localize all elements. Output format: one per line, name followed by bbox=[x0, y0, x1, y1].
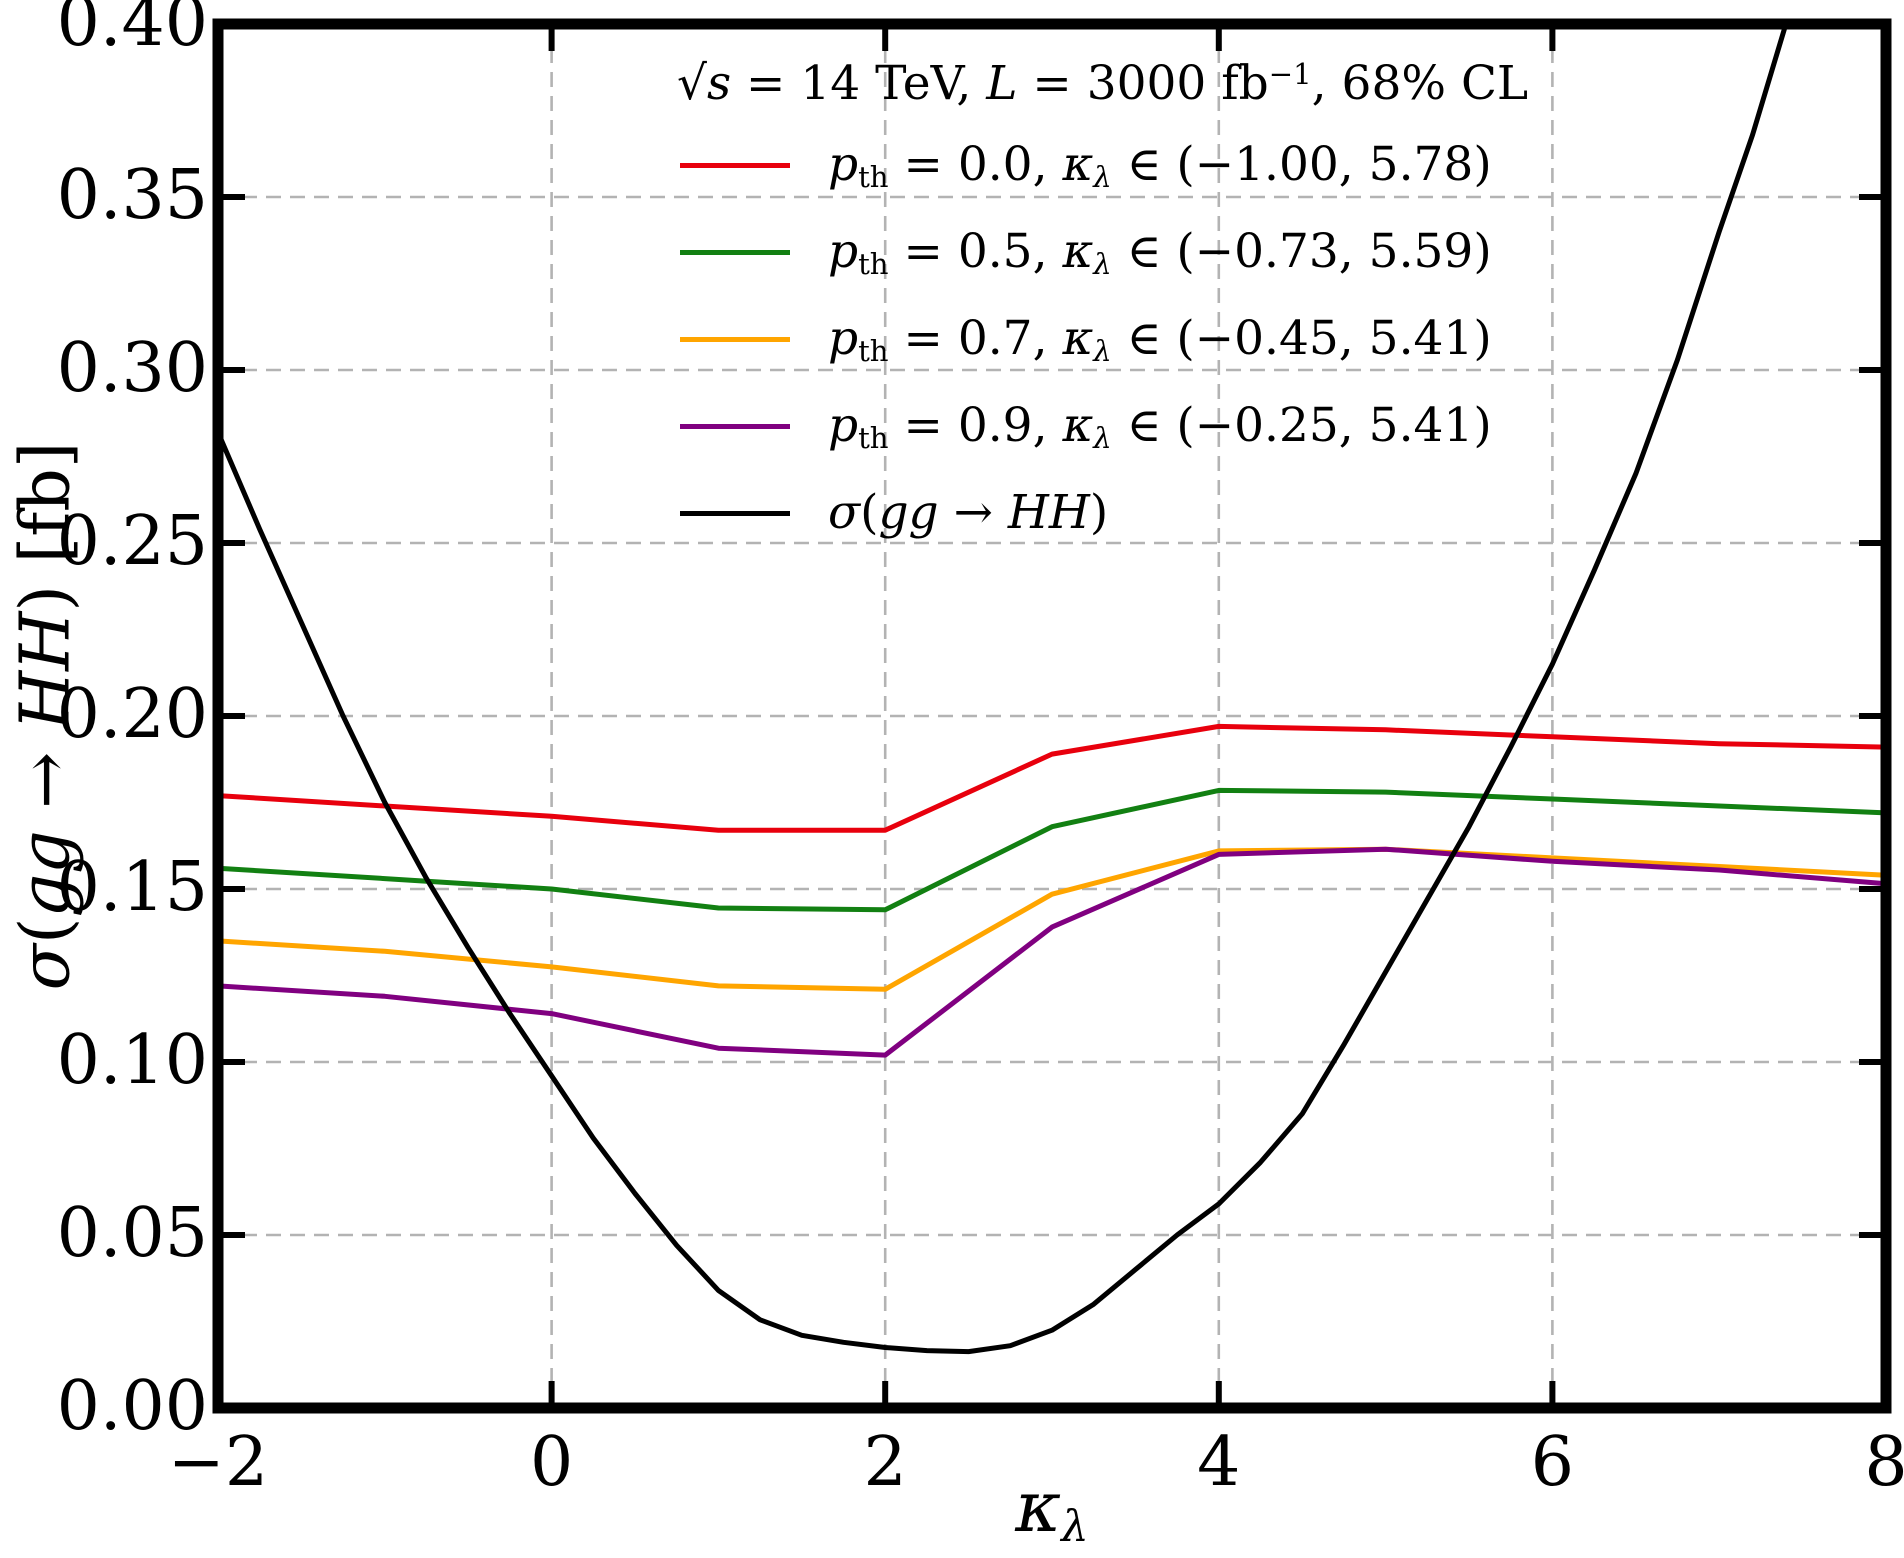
y-tick-label: 0.00 bbox=[56, 1367, 208, 1446]
legend-label: pth = 0.9, κλ ∈ (−0.25, 5.41) bbox=[828, 397, 1492, 455]
x-axis-label: κλ bbox=[1015, 1466, 1089, 1553]
x-tick-label: 8 bbox=[1864, 1423, 1904, 1502]
y-tick-label: 0.35 bbox=[56, 156, 208, 235]
legend-line-sample-red bbox=[680, 162, 790, 168]
series-line-0 bbox=[217, 723, 1887, 833]
legend-title: √s = 14 TeV, L = 3000 fb−1, 68% CL bbox=[677, 56, 1529, 111]
legend-line-sample-purple bbox=[680, 423, 790, 429]
legend-line-sample-green bbox=[680, 249, 790, 255]
legend-entry-sigma-gg-hh: σ(gg → HH) bbox=[680, 482, 1108, 544]
legend-entry-pth-0.9: pth = 0.9, κλ ∈ (−0.25, 5.41) bbox=[680, 395, 1492, 457]
series-line-3 bbox=[217, 846, 1887, 1058]
y-tick-label: 0.40 bbox=[56, 0, 208, 62]
y-tick-label: 0.05 bbox=[56, 1194, 208, 1273]
legend-label: pth = 0.0, κλ ∈ (−1.00, 5.78) bbox=[828, 136, 1492, 194]
legend-label: pth = 0.5, κλ ∈ (−0.73, 5.59) bbox=[828, 223, 1492, 281]
x-tick-label: −2 bbox=[167, 1423, 269, 1502]
legend-line-sample-orange bbox=[680, 336, 790, 342]
legend-line-sample-black bbox=[680, 510, 790, 516]
x-tick-label: 6 bbox=[1530, 1423, 1575, 1502]
legend-entry-pth-0.0: pth = 0.0, κλ ∈ (−1.00, 5.78) bbox=[680, 134, 1492, 196]
series-line-4 bbox=[215, 23, 1789, 1355]
legend-entry-pth-0.7: pth = 0.7, κλ ∈ (−0.45, 5.41) bbox=[680, 308, 1492, 370]
x-tick-label: 0 bbox=[529, 1423, 574, 1502]
x-tick-label: 2 bbox=[863, 1423, 907, 1502]
legend-entry-pth-0.5: pth = 0.5, κλ ∈ (−0.73, 5.59) bbox=[680, 221, 1492, 283]
y-tick-label: 0.20 bbox=[56, 675, 208, 754]
y-tick-label: 0.15 bbox=[56, 848, 208, 927]
y-tick-label: 0.10 bbox=[56, 1021, 208, 1100]
legend-label: σ(gg → HH) bbox=[828, 484, 1109, 540]
y-tick-label: 0.25 bbox=[56, 502, 208, 581]
series-line-2 bbox=[217, 846, 1887, 992]
series-line-1 bbox=[217, 787, 1887, 913]
y-tick-label: 0.30 bbox=[56, 329, 208, 408]
legend-label: pth = 0.7, κλ ∈ (−0.45, 5.41) bbox=[828, 310, 1492, 368]
x-tick-label: 4 bbox=[1197, 1423, 1241, 1502]
